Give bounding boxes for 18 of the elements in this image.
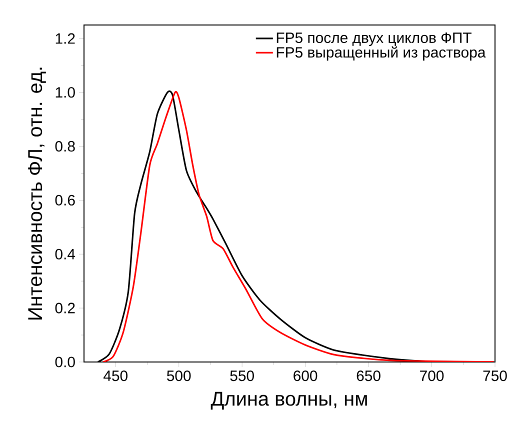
- y-tick-label: 0.2: [55, 302, 75, 314]
- x-tick-label: 450: [104, 370, 128, 382]
- y-tick-label: 1.0: [56, 87, 75, 98]
- x-tick-label: 600: [294, 370, 318, 382]
- x-tick-label: 550: [230, 370, 254, 382]
- x-tick-label: 750: [483, 370, 507, 382]
- x-tick-label: 500: [166, 370, 191, 382]
- y-tick-label: 1.2: [56, 33, 75, 44]
- legend-label: FP5 выращенный из раствора: [276, 46, 486, 61]
- y-tick-label: 0.4: [55, 248, 76, 260]
- x-axis-title: Длина волны, нм: [210, 392, 367, 410]
- y-tick-label: 0.6: [55, 194, 75, 206]
- legend-label: FP5 после двух циклов ФПТ: [276, 32, 472, 46]
- x-tick-label: 650: [356, 370, 380, 382]
- y-tick-label: 0.0: [55, 356, 75, 368]
- y-axis-title: Интенсивность ФЛ, отн. ед.: [28, 68, 46, 320]
- y-tick-label: 0.8: [55, 141, 75, 152]
- x-tick-label: 700: [420, 370, 444, 382]
